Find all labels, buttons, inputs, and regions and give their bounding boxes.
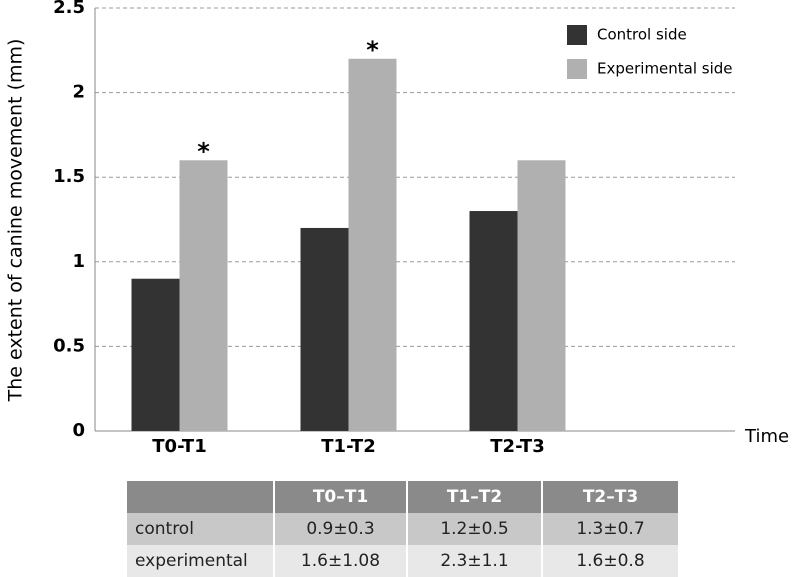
bar	[469, 211, 518, 431]
legend-swatch	[567, 25, 587, 45]
y-tick-label: 0.5	[53, 335, 85, 356]
bar	[348, 58, 397, 431]
header-cell: T0–T1	[274, 481, 408, 513]
x-tick-label: T0-T1	[152, 436, 206, 457]
bar	[131, 278, 180, 431]
y-tick-label: 1	[72, 251, 85, 272]
x-axis-label: Time	[744, 426, 789, 447]
y-tick-label: 1.5	[53, 166, 85, 187]
data-table: T0–T1 T1–T2 T2–T3 control 0.9±0.3 1.2±0.…	[127, 481, 680, 577]
table-row: experimental 1.6±1.08 2.3±1.1 1.6±0.8	[127, 545, 680, 577]
legend-label: Experimental side	[597, 60, 733, 78]
x-tick-label: T2-T3	[490, 436, 544, 457]
table-row: control 0.9±0.3 1.2±0.5 1.3±0.7	[127, 513, 680, 545]
header-cell	[127, 481, 275, 513]
cell: 1.6±1.08	[274, 545, 408, 577]
row-label: experimental	[127, 545, 275, 577]
y-axis-label: The extent of canine movement (mm)	[5, 39, 27, 403]
legend-swatch	[567, 59, 587, 79]
bar	[300, 227, 349, 431]
y-tick-label: 2	[72, 82, 85, 103]
header-cell: T2–T3	[542, 481, 680, 513]
cell: 1.3±0.7	[542, 513, 680, 545]
annotation: *	[197, 137, 210, 165]
x-tick-label: T1-T2	[321, 436, 375, 457]
table-header: T0–T1 T1–T2 T2–T3	[127, 481, 680, 513]
row-label: control	[127, 513, 275, 545]
cell: 0.9±0.3	[274, 513, 408, 545]
cell: 1.6±0.8	[542, 545, 680, 577]
header-cell: T1–T2	[407, 481, 543, 513]
legend-label: Control side	[597, 26, 687, 44]
cell: 1.2±0.5	[407, 513, 543, 545]
y-tick-label: 0	[72, 420, 85, 441]
annotation: *	[366, 36, 379, 64]
chart: The extent of canine movement (mm) Time …	[5, 0, 790, 457]
cell: 2.3±1.1	[407, 545, 543, 577]
y-tick-label: 2.5	[53, 0, 85, 18]
bar	[517, 160, 566, 431]
bar	[179, 160, 228, 431]
